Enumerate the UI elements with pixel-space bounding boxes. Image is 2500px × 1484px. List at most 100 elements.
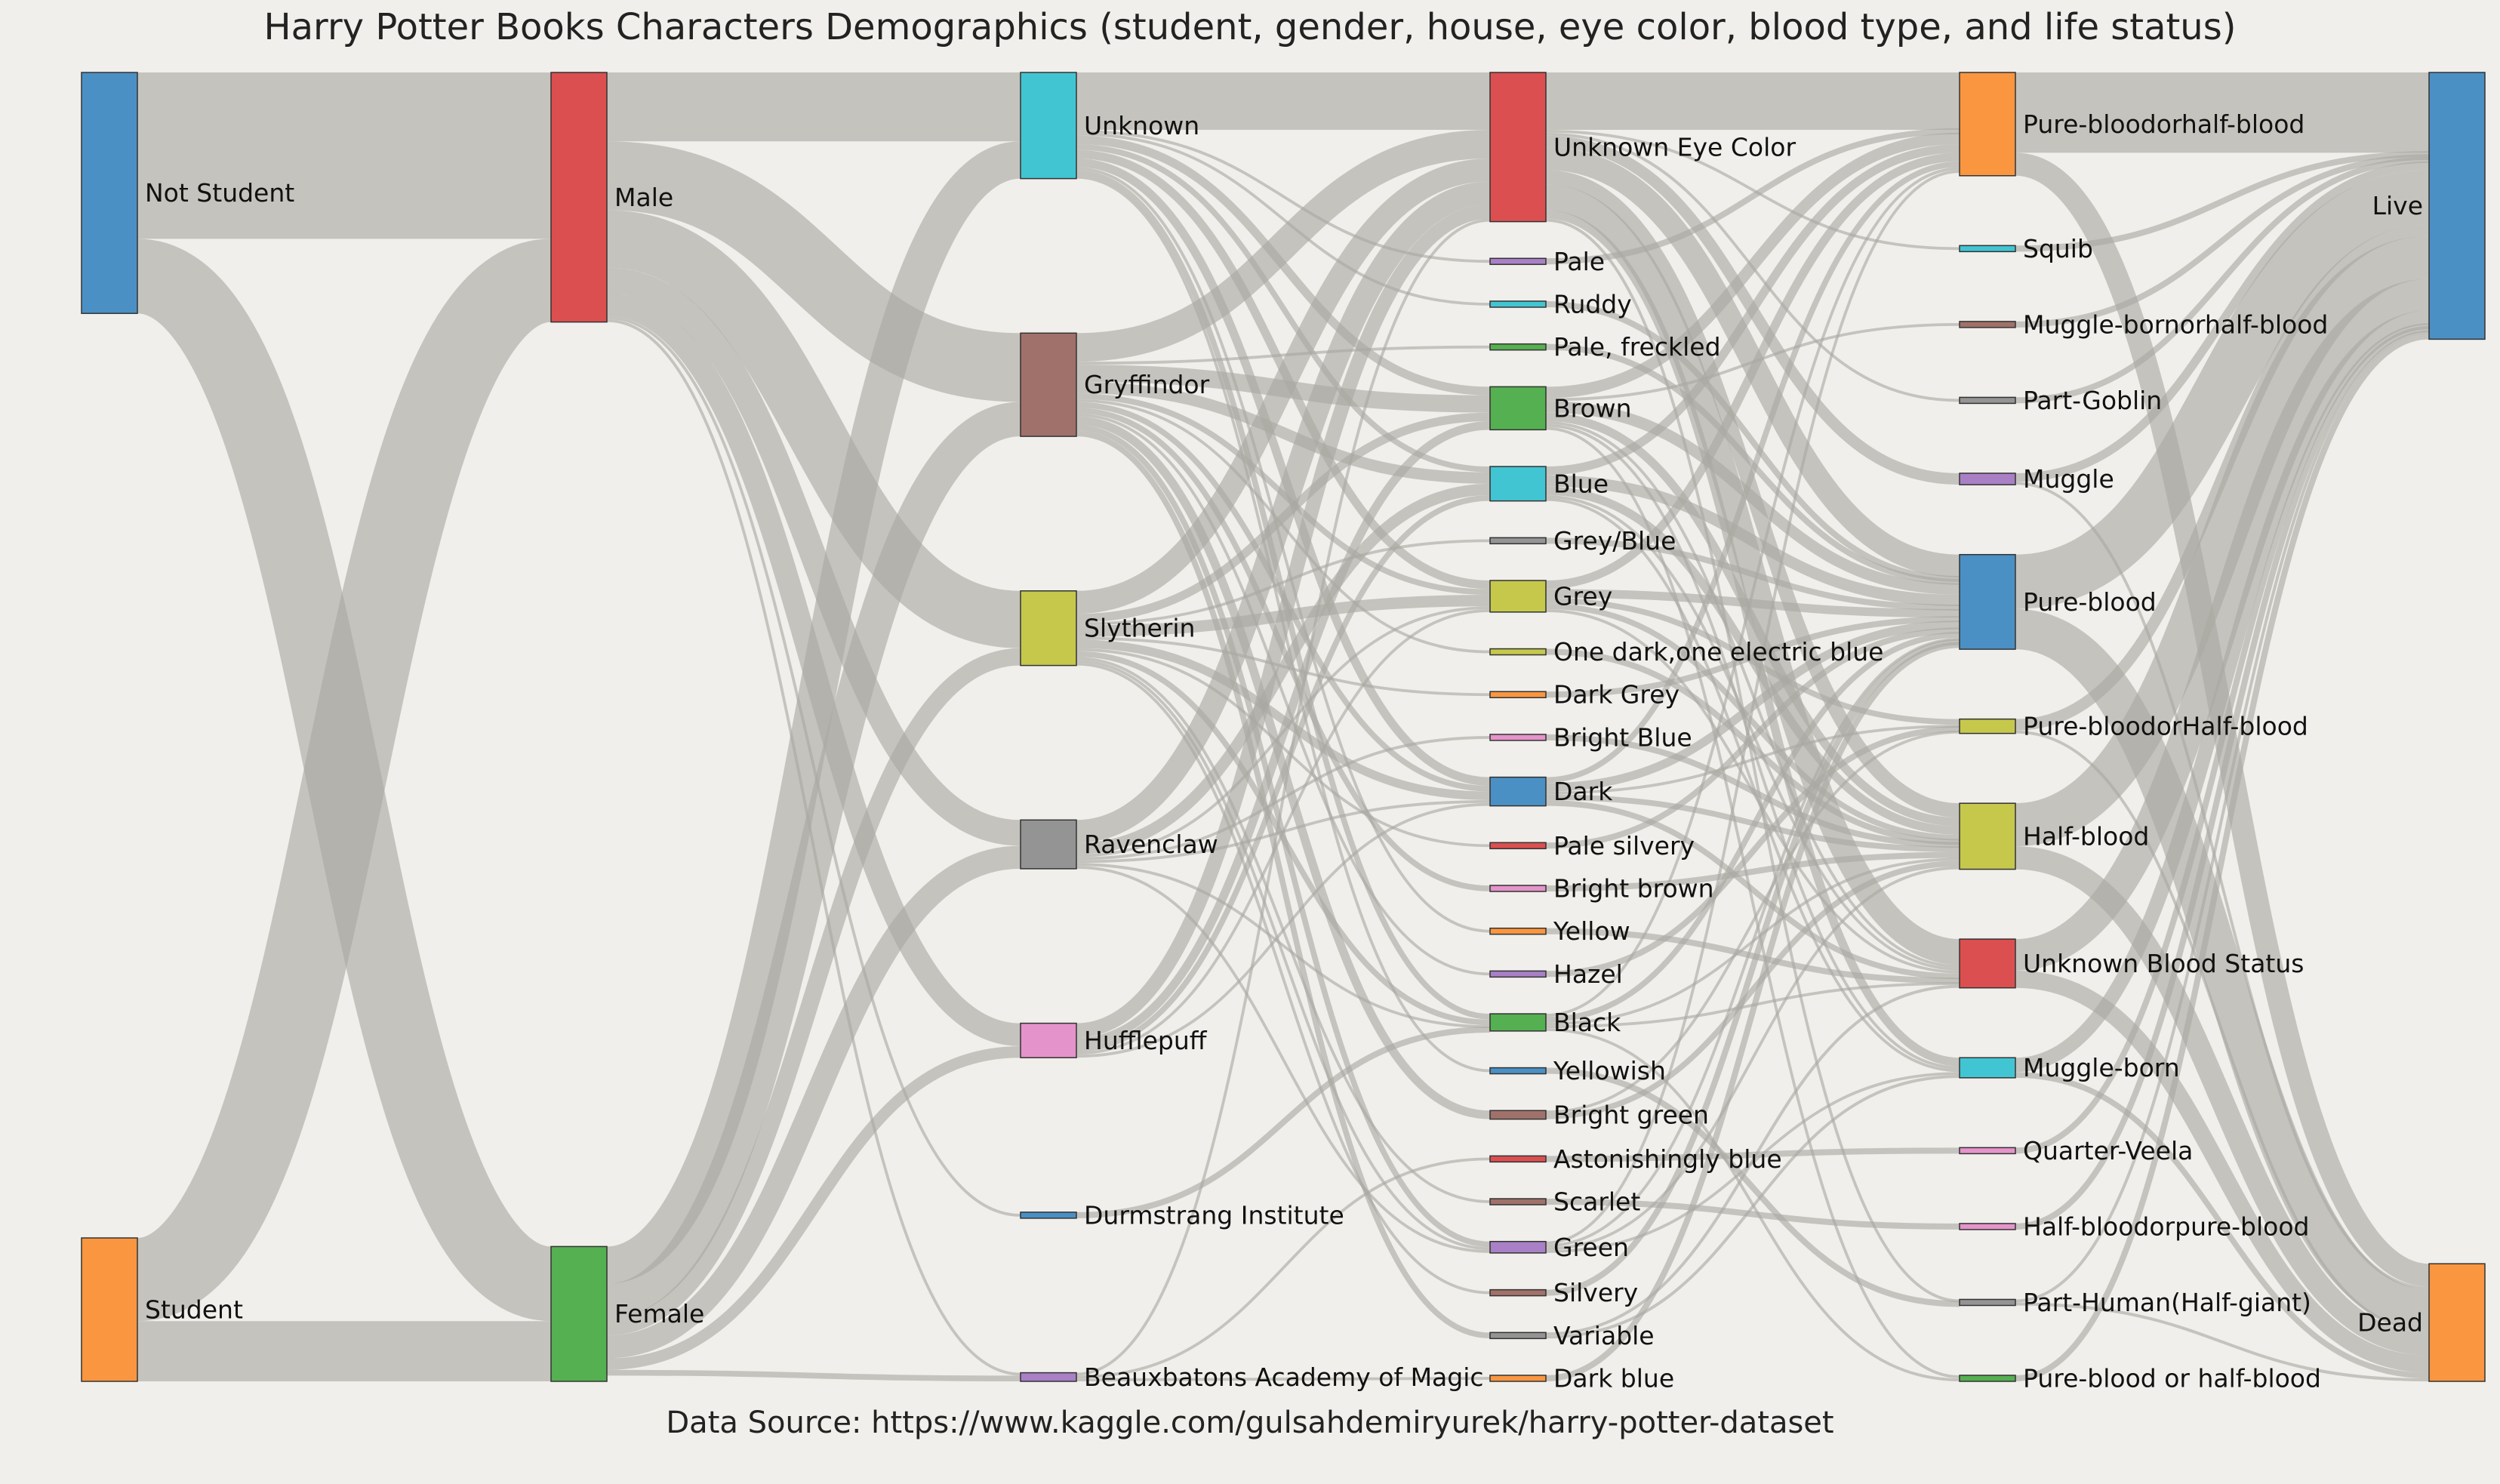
link-one_dark-to-half_blood [1545, 648, 1960, 845]
node-h_unknown[interactable] [1020, 72, 1077, 180]
link-beauxbatons-to-dark_blue [1076, 1377, 1491, 1381]
link-pale_silvery-to-pure_blood [1545, 627, 1960, 849]
node-bright_blue[interactable] [1489, 734, 1547, 741]
link-squib-to-live [2015, 151, 2430, 252]
link-gryffindor-to-e_unknown [1076, 130, 1491, 362]
link-gryffindor-to-hazel [1076, 413, 1491, 976]
link-hufflepuff-to-dark [1076, 802, 1491, 1058]
node-dark_blue[interactable] [1489, 1375, 1547, 1382]
link-female-to-beauxbatons [606, 1369, 1021, 1381]
link-male-to-gryffindor [606, 141, 1021, 402]
link-pure_blood-to-live [2014, 170, 2431, 609]
node-label-h_unknown: Unknown [1084, 111, 1199, 140]
node-live[interactable] [2428, 72, 2486, 340]
node-part_goblin[interactable] [1959, 396, 2016, 405]
node-student[interactable] [81, 1237, 138, 1382]
node-label-squib: Squib [2023, 234, 2093, 263]
node-silvery[interactable] [1489, 1288, 1547, 1297]
node-label-muggleborn_or_half: Muggle-bornorhalf-blood [2023, 309, 2328, 339]
node-quarter_veela[interactable] [1959, 1147, 2016, 1155]
node-grey[interactable] [1489, 580, 1547, 613]
node-blue[interactable] [1489, 466, 1547, 502]
link-slytherin-to-e_unknown [1076, 159, 1491, 614]
node-muggle_born[interactable] [1959, 1057, 2016, 1079]
node-pale[interactable] [1489, 257, 1547, 266]
node-grey_blue[interactable] [1489, 537, 1547, 545]
node-black[interactable] [1489, 1013, 1547, 1032]
link-female-to-ravenclaw [606, 845, 1021, 1359]
node-label-dead: Dead [2357, 1308, 2423, 1338]
node-label-half_blood: Half-blood [2023, 821, 2149, 851]
node-ravenclaw[interactable] [1020, 819, 1077, 870]
link-variable-to-b_unknown [1545, 984, 1960, 1336]
node-dead[interactable] [2428, 1263, 2486, 1382]
node-not_student[interactable] [81, 72, 138, 314]
link-slytherin-to-pale_silvery [1076, 648, 1491, 848]
node-bright_green[interactable] [1489, 1110, 1547, 1120]
node-female[interactable] [550, 1245, 608, 1382]
node-pure_blood[interactable] [1959, 553, 2016, 650]
node-part_human[interactable] [1959, 1298, 2016, 1307]
node-brown[interactable] [1489, 386, 1547, 431]
link-dark_grey-to-pure_blood [1545, 616, 1960, 698]
link-grey-to-pure_blood [1545, 589, 1960, 618]
link-half_or_pure-to-live [2015, 326, 2430, 1230]
node-label-muggle_born: Muggle-born [2023, 1053, 2180, 1082]
node-label-dark: Dark [1553, 777, 1613, 806]
node-label-durmstrang: Durmstrang Institute [1084, 1200, 1344, 1230]
node-label-b_unknown: Unknown Blood Status [2023, 949, 2304, 978]
link-bright_brown-to-half_blood [1545, 851, 1960, 891]
node-slytherin[interactable] [1020, 590, 1077, 667]
link-part_goblin-to-live [2015, 156, 2430, 404]
node-yellowish[interactable] [1489, 1067, 1547, 1075]
node-label-student: Student [145, 1295, 243, 1325]
node-pure_or_half[interactable] [1959, 72, 2016, 177]
link-dark-to-pure_or_half [1545, 161, 1960, 784]
node-half_or_pure[interactable] [1959, 1223, 2016, 1230]
node-pure_or_half_cap[interactable] [1959, 718, 2016, 734]
node-half_blood[interactable] [1959, 802, 2016, 870]
node-label-pale_freckled: Pale, freckled [1553, 332, 1721, 362]
node-muggleborn_or_half[interactable] [1959, 321, 2016, 328]
node-beauxbatons[interactable] [1020, 1372, 1077, 1382]
node-pure_or_half_spaced[interactable] [1959, 1375, 2016, 1382]
link-muggle_born-to-dead [2015, 1072, 2430, 1379]
node-label-e_unknown: Unknown Eye Color [1553, 132, 1796, 162]
node-label-dark_blue: Dark blue [1553, 1364, 1674, 1393]
link-female-to-h_unknown [605, 141, 1023, 1284]
node-durmstrang[interactable] [1020, 1212, 1077, 1219]
node-male[interactable] [550, 72, 608, 323]
link-student-to-male [133, 239, 556, 1322]
node-astonishingly_blue[interactable] [1489, 1155, 1547, 1163]
node-b_unknown[interactable] [1959, 938, 2016, 989]
link-green-to-pure_or_half [1545, 170, 1960, 1245]
node-scarlet[interactable] [1489, 1198, 1547, 1205]
link-ruddy-to-pure_blood [1545, 300, 1960, 582]
node-pale_silvery[interactable] [1489, 842, 1547, 850]
node-dark_grey[interactable] [1489, 691, 1547, 698]
link-hufflepuff-to-e_unknown [1076, 204, 1491, 1038]
node-one_dark[interactable] [1489, 648, 1547, 656]
node-hazel[interactable] [1489, 970, 1547, 978]
node-variable[interactable] [1489, 1332, 1547, 1340]
link-part_human-to-live [2015, 330, 2430, 1303]
node-gryffindor[interactable] [1020, 332, 1077, 437]
link-hufflepuff-to-blue [1076, 495, 1491, 1052]
node-e_unknown[interactable] [1489, 72, 1547, 223]
link-pure_or_half_spaced-to-live [2015, 333, 2430, 1381]
node-dark[interactable] [1489, 776, 1547, 807]
node-yellow[interactable] [1489, 927, 1547, 935]
link-e_unknown-to-squib [1545, 130, 1960, 251]
node-muggle[interactable] [1959, 473, 2016, 485]
node-ruddy[interactable] [1489, 300, 1547, 308]
node-green[interactable] [1489, 1240, 1547, 1254]
link-black-to-pure_blood [1545, 632, 1960, 1023]
link-blue-to-pure_blood [1545, 475, 1960, 607]
node-squib[interactable] [1959, 245, 2016, 253]
node-pale_freckled[interactable] [1489, 343, 1547, 351]
link-durmstrang-to-black [1076, 1026, 1491, 1218]
node-hufflepuff[interactable] [1020, 1022, 1077, 1058]
node-bright_brown[interactable] [1489, 885, 1547, 892]
